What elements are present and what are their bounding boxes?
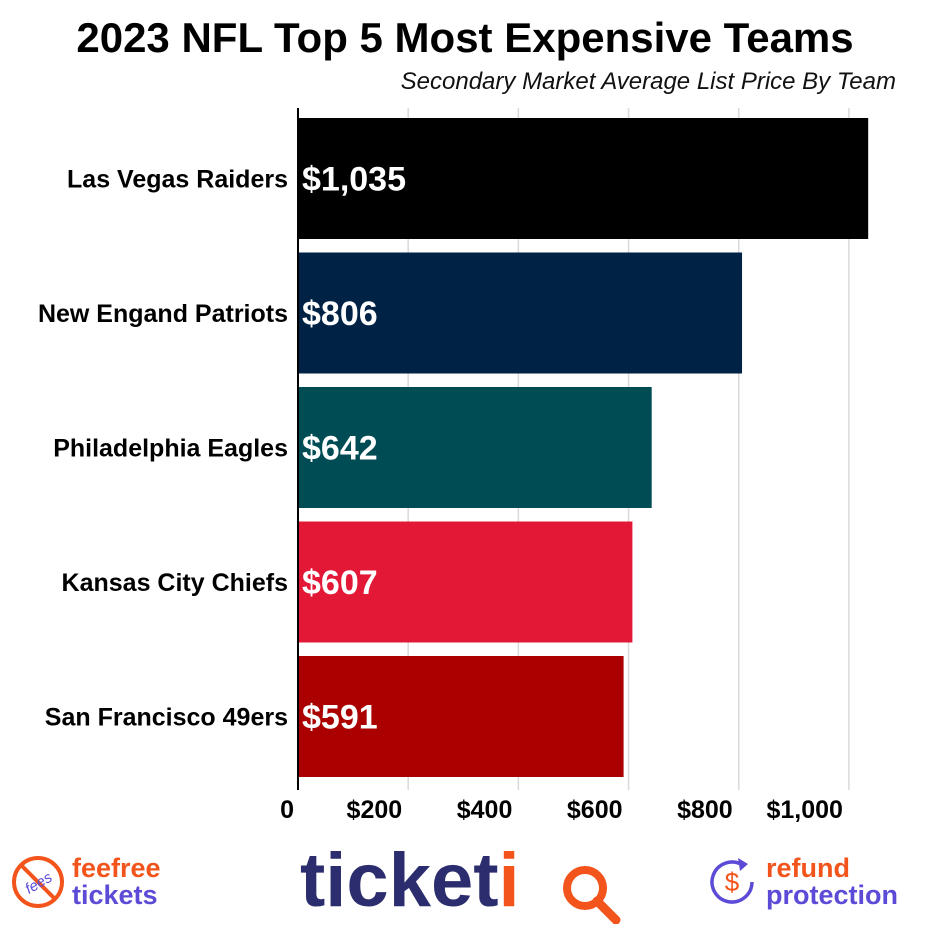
x-axis-ticks: 0 $200 $400 $600 $800 $1,000 [280,796,843,824]
bars: $1,035 Las Vegas Raiders $806 New Engand Pa… [38,118,869,777]
x-tick-label: 0 [280,796,294,824]
bar-value-label: $607 [302,564,378,602]
bar [298,656,624,777]
bar-value-label: $806 [302,295,378,333]
category-label: New Engand Patriots [38,300,288,328]
category-label: Philadelphia Eagles [53,435,288,463]
bar-value-label: $642 [302,430,378,468]
magnifier-icon [563,866,607,910]
no-fees-icon: fees [12,856,64,908]
brand-logo-text: ticketi [300,844,520,923]
ticketiq-logo: ticketi [300,844,621,924]
bar-value-label: $1,035 [302,161,406,199]
svg-text:$: $ [725,867,740,897]
bar [298,118,869,239]
x-tick-label: $200 [347,796,403,824]
refund-dollar-icon: $ [710,858,754,904]
chart-subtitle: Secondary Market Average List Price By T… [400,68,896,95]
fee-badge-line2: tickets [72,880,158,910]
bar-chart: $1,035 Las Vegas Raiders $806 New Engand Pa… [38,108,869,824]
x-tick-label: $600 [567,796,623,824]
bar [298,252,743,374]
category-label: San Francisco 49ers [45,704,288,732]
x-tick-label: $1,000 [766,796,842,824]
category-label: Kansas City Chiefs [62,569,288,597]
x-tick-label: $400 [457,796,513,824]
x-tick-label: $800 [677,796,733,824]
fee-badge-line1: feefree [72,853,161,883]
refund-badge-line1: refund [766,853,850,883]
fee-free-badge: fees feefree tickets [10,854,161,910]
bar [298,521,633,643]
category-label: Las Vegas Raiders [67,166,288,194]
bar [298,387,652,508]
refund-badge-line2: protection [766,880,898,910]
bar-value-label: $591 [302,699,378,737]
chart-title: 2023 NFL Top 5 Most Expensive Teams [76,14,854,61]
refund-protection-badge: $ refund protection [704,854,898,910]
footer: fees feefree tickets ticketi $ refund pr… [0,840,930,930]
